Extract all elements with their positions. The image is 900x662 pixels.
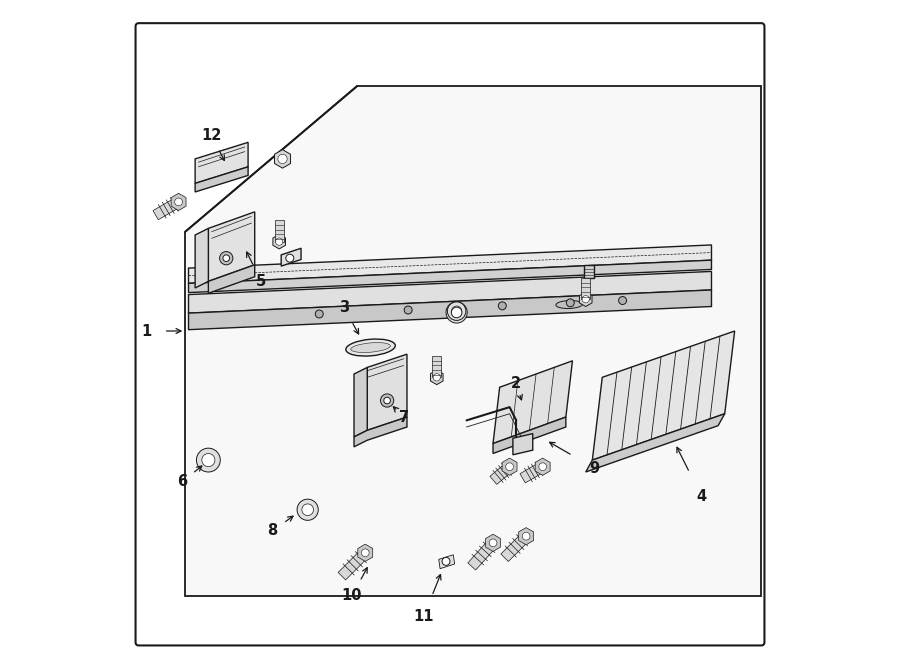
Circle shape xyxy=(383,397,391,404)
Circle shape xyxy=(223,255,230,261)
Circle shape xyxy=(220,252,233,265)
Text: 8: 8 xyxy=(267,524,278,538)
Polygon shape xyxy=(185,86,761,596)
Polygon shape xyxy=(438,555,454,569)
Polygon shape xyxy=(153,197,181,220)
Polygon shape xyxy=(501,532,530,561)
Polygon shape xyxy=(274,150,291,168)
Polygon shape xyxy=(188,245,712,283)
Polygon shape xyxy=(518,528,534,545)
Circle shape xyxy=(275,238,283,246)
Polygon shape xyxy=(592,331,734,460)
Circle shape xyxy=(447,302,466,320)
Polygon shape xyxy=(358,544,373,561)
Circle shape xyxy=(506,463,514,471)
Circle shape xyxy=(451,307,462,318)
Circle shape xyxy=(196,448,220,472)
Polygon shape xyxy=(493,417,566,453)
Polygon shape xyxy=(195,142,248,183)
Polygon shape xyxy=(171,193,186,211)
Polygon shape xyxy=(513,434,533,455)
Circle shape xyxy=(404,306,412,314)
Circle shape xyxy=(582,295,590,303)
Circle shape xyxy=(381,394,393,407)
Polygon shape xyxy=(486,534,500,551)
Circle shape xyxy=(490,539,497,547)
Polygon shape xyxy=(195,167,248,192)
Text: 7: 7 xyxy=(399,410,409,424)
Circle shape xyxy=(302,504,313,516)
Polygon shape xyxy=(274,220,284,242)
Polygon shape xyxy=(430,370,443,385)
Polygon shape xyxy=(520,462,545,483)
Circle shape xyxy=(442,557,450,565)
Polygon shape xyxy=(490,463,513,485)
Circle shape xyxy=(499,302,507,310)
Text: 1: 1 xyxy=(141,324,151,338)
Polygon shape xyxy=(338,549,369,580)
Circle shape xyxy=(362,549,369,557)
Text: 2: 2 xyxy=(511,377,521,391)
Circle shape xyxy=(297,499,319,520)
Polygon shape xyxy=(188,271,712,313)
Polygon shape xyxy=(468,540,497,570)
Polygon shape xyxy=(188,260,712,293)
Polygon shape xyxy=(536,458,550,475)
Polygon shape xyxy=(281,248,301,266)
Circle shape xyxy=(315,310,323,318)
Text: 4: 4 xyxy=(697,489,706,504)
Text: 10: 10 xyxy=(342,589,363,603)
Polygon shape xyxy=(195,228,209,288)
Circle shape xyxy=(286,254,293,262)
Polygon shape xyxy=(493,361,572,444)
Circle shape xyxy=(566,299,574,307)
Polygon shape xyxy=(354,367,367,437)
Circle shape xyxy=(446,302,467,323)
Polygon shape xyxy=(581,278,590,299)
Circle shape xyxy=(278,154,287,164)
Circle shape xyxy=(452,306,462,316)
Polygon shape xyxy=(586,414,724,472)
Text: 6: 6 xyxy=(176,475,187,489)
Polygon shape xyxy=(584,265,594,278)
Text: 9: 9 xyxy=(590,461,599,475)
Polygon shape xyxy=(209,265,255,293)
Polygon shape xyxy=(580,292,592,307)
Polygon shape xyxy=(354,417,407,447)
Circle shape xyxy=(522,532,530,540)
Polygon shape xyxy=(367,354,407,430)
Polygon shape xyxy=(432,356,441,377)
Ellipse shape xyxy=(351,343,391,352)
Polygon shape xyxy=(188,290,712,330)
Text: 11: 11 xyxy=(413,610,434,624)
Polygon shape xyxy=(502,458,517,475)
Circle shape xyxy=(539,463,546,471)
Ellipse shape xyxy=(346,339,395,356)
Polygon shape xyxy=(273,234,285,249)
Circle shape xyxy=(433,373,440,381)
Circle shape xyxy=(618,297,626,305)
Ellipse shape xyxy=(556,301,582,308)
Circle shape xyxy=(175,198,183,206)
Polygon shape xyxy=(209,212,255,281)
Text: 3: 3 xyxy=(339,301,349,315)
Text: 12: 12 xyxy=(202,128,222,143)
Text: 5: 5 xyxy=(256,274,266,289)
Circle shape xyxy=(202,453,215,467)
